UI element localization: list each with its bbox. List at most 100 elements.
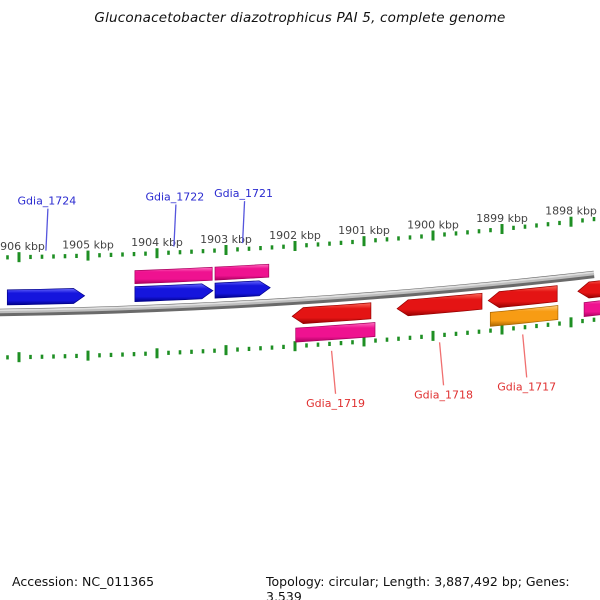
ruler-tick-top [213,248,216,253]
ruler-tick-top [466,230,469,235]
gene-label-Gdia_1722[interactable]: Gdia_1722 [145,190,204,203]
gene-feature-Gdia_1722[interactable] [134,283,214,302]
ruler-tick-bottom [236,347,239,352]
ruler-tick-bottom [121,352,124,357]
ruler-tick-top [247,246,251,251]
ruler-tick-bottom [201,349,205,354]
ruler-tick-bottom [374,338,377,343]
gene-feature[interactable] [583,299,600,317]
ruler-tick-bottom [86,350,90,361]
ruler-tick-top [236,247,239,252]
ruler-tick-bottom [316,342,320,347]
ruler-tick-top [374,238,377,243]
gene-feature-Gdia_1719[interactable] [291,302,372,324]
ruler-tick-top [512,225,515,230]
ruler-tick-top [328,241,331,246]
ruler-tick-bottom [477,329,481,334]
ruler-tick-bottom [213,348,216,353]
ruler-tick-bottom [155,348,159,359]
ruler-tick-bottom [351,340,354,345]
ruler-tick-bottom [546,322,550,327]
ruler-tick-bottom [98,353,101,358]
ruler-tick-bottom [466,330,469,335]
gene-label-Gdia_1719[interactable]: Gdia_1719 [306,397,365,410]
gene-feature-Gdia_1721[interactable] [214,280,271,299]
ruler-tick-bottom [581,318,584,324]
gene-feature-Gdia_1717[interactable] [487,285,558,308]
ruler-tick-top [121,252,124,257]
ruler-tick-top [17,252,21,263]
ruler-tick-top [431,230,435,241]
gene-label-Gdia_1717[interactable]: Gdia_1717 [497,380,556,393]
ruler-tick-bottom [259,346,262,351]
ruler-tick-top [420,234,423,239]
gene-label-Gdia_1721[interactable]: Gdia_1721 [214,187,273,200]
ruler-tick-bottom [6,355,9,360]
ruler-tick-top [305,243,308,248]
gene-feature[interactable] [577,279,600,299]
ruler-tick-top [132,251,136,257]
ruler-position-label: 1903 kbp [200,233,252,246]
ruler-tick-top [316,242,320,247]
ruler-tick-top [351,239,354,245]
ruler-tick-bottom [293,341,297,352]
ruler-tick-top [86,250,90,261]
gene-callout-line [330,350,337,394]
ruler-tick-bottom [52,354,55,359]
ruler-tick-bottom [75,353,78,359]
ruler-tick-bottom [523,325,527,330]
ruler-tick-top [270,245,274,250]
gene-label-Gdia_1724[interactable]: Gdia_1724 [18,195,77,208]
gene-feature[interactable] [489,305,559,327]
ruler-tick-bottom [454,331,458,336]
status-topology-info: Topology: circular; Length: 3,887,492 bp… [266,574,570,600]
ruler-tick-bottom [569,317,573,328]
status-accession: Accession: NC_011365 [12,574,155,589]
genome-backbone-highlight [0,271,595,312]
ruler-tick-top [190,249,193,254]
ruler-tick-top [454,231,458,236]
ruler-tick-bottom [500,324,504,335]
ruler-tick-bottom [224,345,228,356]
ruler-tick-bottom [190,349,193,354]
ruler-tick-bottom [489,328,492,333]
ruler-position-label: 1900 kbp [407,218,459,231]
ruler-tick-top [98,253,101,258]
gene-feature-Gdia_1718[interactable] [396,292,483,317]
ruler-tick-bottom [270,345,274,350]
gene-feature[interactable] [134,266,213,284]
ruler-tick-bottom [282,344,285,350]
ruler-tick-bottom [167,350,170,355]
ruler-tick-bottom [247,346,251,352]
ruler-tick-bottom [535,323,538,329]
gene-feature-Gdia_1724[interactable] [6,288,86,306]
ruler-tick-top [569,216,573,227]
ruler-tick-bottom [63,354,67,359]
ruler-tick-bottom [443,332,446,337]
ruler-position-label: 1904 kbp [131,236,183,249]
ruler-tick-bottom [385,337,389,342]
ruler-tick-top [581,218,584,223]
ruler-tick-top [259,245,262,251]
ruler-tick-top [408,235,412,240]
ruler-tick-bottom [328,341,331,347]
ruler-tick-bottom [109,352,113,358]
ruler-position-label: 1901 kbp [338,224,390,237]
ruler-tick-bottom [29,354,32,360]
ruler-tick-top [75,253,78,259]
genome-title: Gluconacetobacter diazotrophicus PAI 5, … [94,10,506,26]
ruler-position-label: 1902 kbp [269,229,321,242]
gene-feature[interactable] [214,263,270,281]
ruler-tick-top [592,216,596,222]
ruler-tick-bottom [512,326,515,331]
ruler-tick-top [52,254,55,259]
ruler-tick-top [224,245,228,256]
ruler-tick-top [144,251,147,256]
gene-feature[interactable] [295,322,376,343]
ruler-position-label: 1898 kbp [545,205,597,218]
ruler-tick-top [535,223,538,228]
gene-label-Gdia_1718[interactable]: Gdia_1718 [414,388,473,401]
ruler-tick-bottom [40,354,44,359]
ruler-tick-bottom [305,343,308,348]
